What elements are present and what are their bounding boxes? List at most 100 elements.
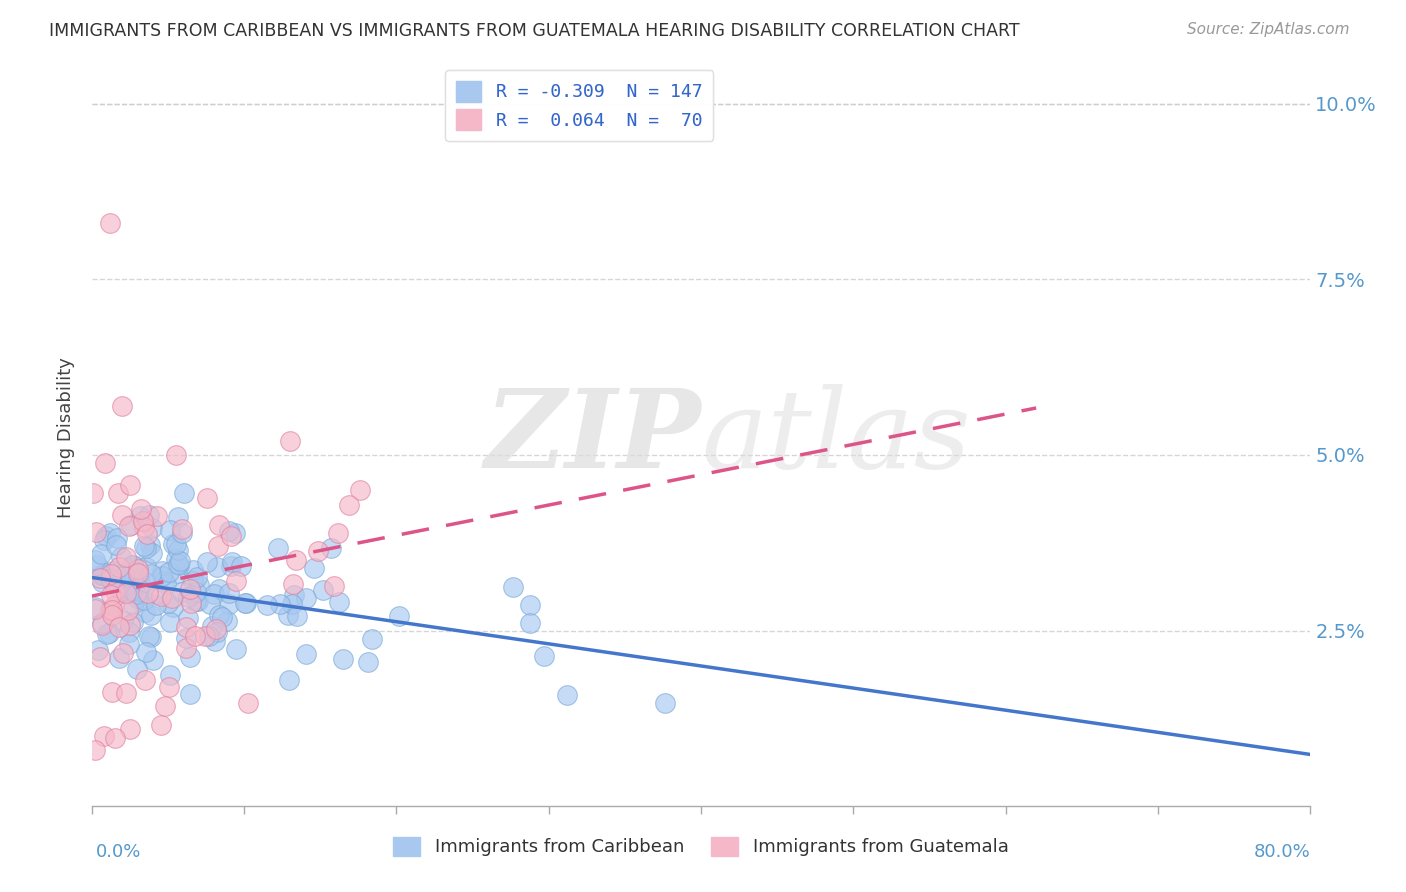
Point — [84, 743, 107, 757]
Point — [111, 614, 134, 628]
Point — [156, 596, 179, 610]
Point — [101, 603, 124, 617]
Point — [118, 637, 141, 651]
Point — [98, 626, 121, 640]
Point — [388, 609, 411, 624]
Point — [89, 571, 111, 585]
Point — [129, 501, 152, 516]
Point — [207, 539, 229, 553]
Point — [101, 684, 124, 698]
Point — [127, 572, 149, 586]
Point — [111, 584, 134, 599]
Point — [132, 515, 155, 529]
Point — [128, 584, 150, 599]
Point — [117, 602, 139, 616]
Point — [181, 563, 204, 577]
Point — [166, 566, 188, 581]
Point — [285, 608, 308, 623]
Point — [519, 615, 541, 630]
Point — [195, 555, 218, 569]
Point — [172, 584, 194, 599]
Text: 80.0%: 80.0% — [1254, 843, 1310, 861]
Point — [218, 586, 240, 600]
Point — [654, 696, 676, 710]
Point — [98, 603, 121, 617]
Point — [111, 508, 134, 522]
Point — [555, 689, 578, 703]
Point — [207, 560, 229, 574]
Legend: R = -0.309  N = 147, R =  0.064  N =  70: R = -0.309 N = 147, R = 0.064 N = 70 — [446, 70, 713, 141]
Point — [134, 593, 156, 607]
Point — [150, 564, 173, 578]
Point — [233, 596, 256, 610]
Point — [138, 508, 160, 523]
Point — [94, 528, 117, 542]
Point — [121, 581, 143, 595]
Point — [278, 434, 301, 448]
Point — [208, 607, 231, 622]
Point — [141, 546, 163, 560]
Point — [207, 625, 229, 640]
Point — [104, 573, 127, 587]
Point — [157, 565, 180, 579]
Point — [122, 615, 145, 629]
Point — [235, 597, 257, 611]
Point — [91, 617, 114, 632]
Point — [101, 608, 124, 623]
Text: 0.0%: 0.0% — [96, 843, 141, 861]
Point — [107, 486, 129, 500]
Point — [162, 600, 184, 615]
Point — [103, 731, 125, 745]
Point — [125, 560, 148, 574]
Point — [87, 642, 110, 657]
Point — [125, 587, 148, 601]
Point — [138, 629, 160, 643]
Point — [159, 523, 181, 537]
Point — [170, 526, 193, 541]
Point — [219, 559, 242, 574]
Point — [86, 558, 108, 573]
Point — [120, 478, 142, 492]
Point — [221, 555, 243, 569]
Point — [83, 553, 105, 567]
Point — [120, 518, 142, 533]
Point — [302, 561, 325, 575]
Point — [121, 582, 143, 597]
Point — [267, 541, 290, 556]
Point — [103, 599, 125, 614]
Point — [165, 537, 187, 551]
Point — [122, 558, 145, 572]
Point — [118, 722, 141, 736]
Point — [108, 559, 131, 574]
Text: IMMIGRANTS FROM CARIBBEAN VS IMMIGRANTS FROM GUATEMALA HEARING DISABILITY CORREL: IMMIGRANTS FROM CARIBBEAN VS IMMIGRANTS … — [49, 22, 1019, 40]
Point — [319, 541, 342, 555]
Point — [159, 668, 181, 682]
Point — [90, 547, 112, 561]
Point — [82, 486, 104, 500]
Point — [179, 582, 201, 596]
Point — [217, 615, 239, 629]
Point — [337, 498, 360, 512]
Point — [93, 533, 115, 547]
Text: Source: ZipAtlas.com: Source: ZipAtlas.com — [1187, 22, 1350, 37]
Point — [280, 598, 302, 612]
Point — [225, 642, 247, 657]
Point — [157, 680, 180, 694]
Point — [96, 627, 118, 641]
Point — [100, 588, 122, 602]
Point — [198, 629, 221, 643]
Point — [174, 641, 197, 656]
Point — [167, 558, 190, 572]
Point — [170, 522, 193, 536]
Point — [176, 620, 198, 634]
Point — [100, 566, 122, 581]
Point — [132, 539, 155, 553]
Point — [307, 543, 329, 558]
Point — [117, 578, 139, 592]
Point — [202, 587, 225, 601]
Point — [269, 597, 291, 611]
Point — [153, 699, 176, 714]
Point — [108, 620, 131, 634]
Point — [295, 647, 318, 661]
Point — [150, 569, 173, 583]
